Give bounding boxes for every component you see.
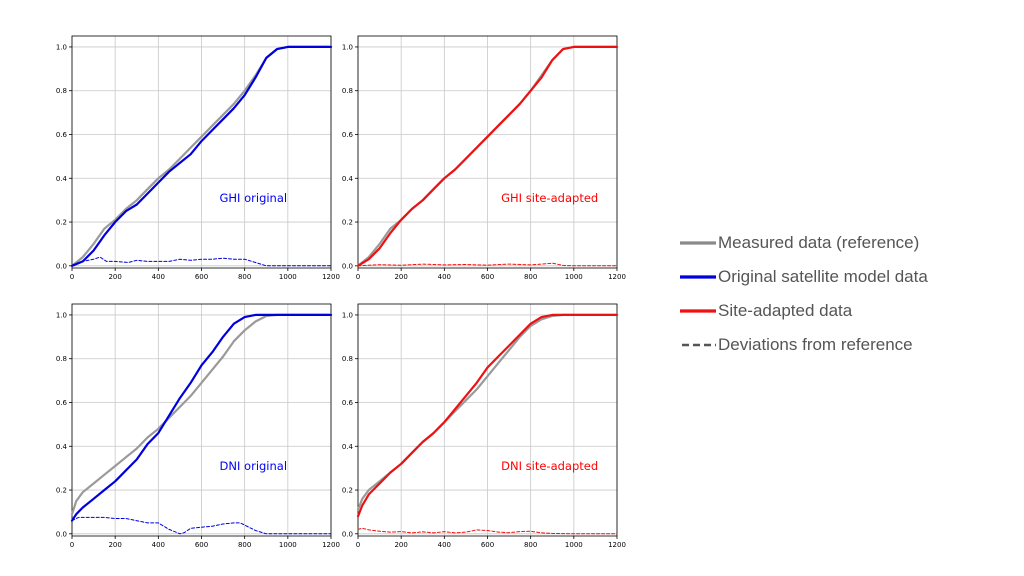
y-tick-label: 1.0 xyxy=(56,311,67,319)
x-tick-label: 600 xyxy=(481,273,494,281)
y-tick-label: 0.4 xyxy=(56,443,68,451)
x-tick-label: 200 xyxy=(108,273,121,281)
y-tick-label: 0.8 xyxy=(342,355,353,363)
chart-dni-original: 0 200 400 600 800 1000 1200 0.0 0.2 0.4 0.6 0.8 1.0 D… xyxy=(56,303,340,549)
y-tick-label: 0.0 xyxy=(56,530,67,538)
series-deviation-line xyxy=(71,256,332,267)
x-tick-label: 200 xyxy=(394,273,407,281)
y-tick-label: 0.2 xyxy=(56,487,67,495)
annotation-dni-original: DNI original xyxy=(220,459,288,473)
chart-ghi-site-adapted: 0 200 400 600 800 1000 1200 0.0 0.2 0.4 0.6 0.8 1.0 G… xyxy=(342,35,626,281)
x-tick-label: 0 xyxy=(356,541,360,549)
x-tick-label: 0 xyxy=(70,273,74,281)
y-tick-label: 0.2 xyxy=(342,487,353,495)
x-tick-label: 1200 xyxy=(608,541,626,549)
chart-ghi-original: 0 200 400 600 800 1000 1200 0.0 0.2 0.4 0.6 0.8 1.0 G… xyxy=(56,35,340,281)
x-tick-label: 1000 xyxy=(565,273,583,281)
x-tick-label: 800 xyxy=(238,541,251,549)
y-tick-label: 0.6 xyxy=(56,399,68,407)
x-tick-label: 1200 xyxy=(322,541,340,549)
y-tick-label: 0.0 xyxy=(56,262,67,270)
legend-label-site-adapted: Site-adapted data xyxy=(718,301,853,320)
y-tick-label: 0.4 xyxy=(342,175,354,183)
x-tick-label: 400 xyxy=(438,541,451,549)
x-tick-label: 200 xyxy=(108,541,121,549)
series-deviation-line xyxy=(71,516,332,535)
y-tick-label: 0.8 xyxy=(56,355,67,363)
y-tick-label: 0.2 xyxy=(56,219,67,227)
x-tick-label: 1200 xyxy=(608,273,626,281)
legend-label-deviations: Deviations from reference xyxy=(718,335,913,354)
legend-swatch-measured xyxy=(680,241,716,245)
x-tick-label: 800 xyxy=(524,273,537,281)
y-tick-label: 0.6 xyxy=(342,131,354,139)
x-tick-label: 400 xyxy=(152,273,165,281)
x-tick-label: 1200 xyxy=(322,273,340,281)
x-tick-label: 400 xyxy=(438,273,451,281)
x-tick-label: 0 xyxy=(70,541,74,549)
legend-label-original: Original satellite model data xyxy=(718,267,928,286)
y-tick-label: 0.8 xyxy=(342,87,353,95)
y-tick-label: 0.4 xyxy=(56,175,68,183)
x-tick-label: 1000 xyxy=(565,541,583,549)
x-tick-label: 600 xyxy=(195,273,208,281)
legend-item-site-adapted: Site-adapted data xyxy=(680,298,928,324)
y-tick-label: 0.2 xyxy=(342,219,353,227)
x-tick-label: 600 xyxy=(195,541,208,549)
legend-item-original: Original satellite model data xyxy=(680,264,928,290)
charts-area: 0 200 400 600 800 1000 12000.00.20.40.60.81.0G… xyxy=(56,35,626,549)
y-tick-label: 0.8 xyxy=(56,87,67,95)
y-tick-label: 1.0 xyxy=(342,43,353,51)
y-tick-label: 0.4 xyxy=(342,443,354,451)
series-adapted-line xyxy=(356,313,619,518)
y-tick-label: 0.0 xyxy=(342,262,353,270)
annotation-dni-site-adapted: DNI site-adapted xyxy=(501,459,598,473)
annotation-ghi-original: GHI original xyxy=(220,191,288,205)
x-tick-label: 800 xyxy=(238,273,251,281)
series-model-line xyxy=(70,313,333,522)
series-model-line xyxy=(70,45,333,267)
legend-label-measured: Measured data (reference) xyxy=(718,233,920,252)
y-tick-label: 1.0 xyxy=(56,43,67,51)
legend-item-measured: Measured data (reference) xyxy=(680,230,928,256)
y-tick-label: 0.6 xyxy=(56,131,68,139)
series-adapted-line xyxy=(356,45,619,267)
y-tick-label: 1.0 xyxy=(342,311,353,319)
x-tick-label: 1000 xyxy=(279,541,297,549)
annotation-ghi-site-adapted: GHI site-adapted xyxy=(501,191,598,205)
x-tick-label: 400 xyxy=(152,541,165,549)
x-tick-label: 1000 xyxy=(279,273,297,281)
y-tick-label: 0.6 xyxy=(342,399,354,407)
legend-swatch-site-adapted xyxy=(680,309,716,313)
x-tick-label: 0 xyxy=(356,273,360,281)
x-tick-label: 200 xyxy=(394,541,407,549)
legend-swatch-original xyxy=(680,275,716,279)
legend-item-deviations: Deviations from reference xyxy=(680,332,928,358)
legend-swatch-deviations xyxy=(682,343,716,347)
series-deviation-line xyxy=(357,262,618,267)
legend: Measured data (reference) Original satel… xyxy=(680,230,928,366)
x-tick-label: 800 xyxy=(524,541,537,549)
x-tick-label: 600 xyxy=(481,541,494,549)
y-tick-label: 0.0 xyxy=(342,530,353,538)
chart-dni-site-adapted: 0 200 400 600 800 1000 1200 0.0 0.2 0.4 0.6 0.8 1.0 D… xyxy=(342,303,626,549)
